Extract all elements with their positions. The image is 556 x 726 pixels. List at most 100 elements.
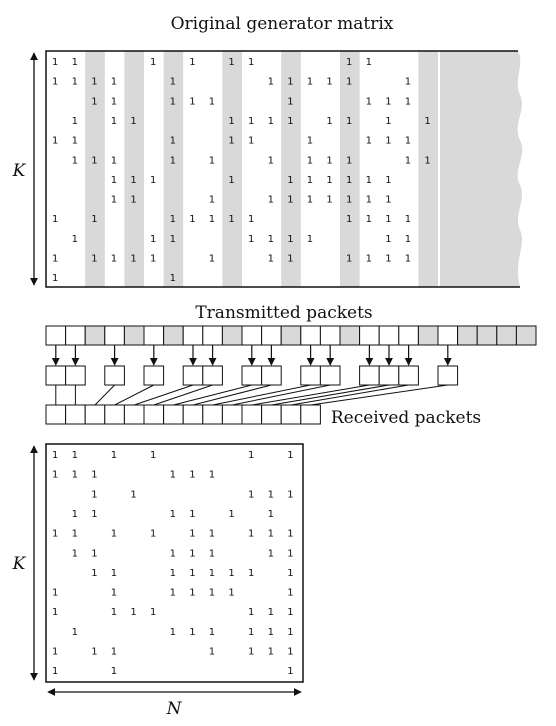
matrix-entry-one: 1 [346, 57, 352, 68]
matrix-entry-one: 1 [150, 529, 156, 540]
matrix-entry-one: 1 [287, 234, 293, 245]
erased-packet [476, 325, 498, 346]
erased-column [281, 51, 301, 287]
matrix-entry-one: 1 [268, 195, 274, 206]
received-packet-box [359, 365, 380, 386]
matrix-entry-one: 1 [385, 175, 391, 186]
received-packet [202, 404, 223, 425]
received-packet [143, 404, 165, 425]
matrix-entry-one: 1 [170, 627, 176, 638]
matrix-entry-one: 1 [366, 195, 372, 206]
matrix-entry-one: 1 [287, 116, 293, 127]
matrix-entry-one: 1 [366, 57, 372, 68]
received-packet-box [65, 365, 86, 386]
matrix-entry-one: 1 [287, 666, 293, 677]
matrix-entry-one: 1 [150, 607, 156, 618]
matrix-entry-one: 1 [91, 77, 97, 88]
matrix-entry-one: 1 [405, 155, 411, 166]
matrix-entry-one: 1 [130, 175, 136, 186]
transmitted-packet [182, 325, 204, 346]
matrix-entry-one: 1 [170, 588, 176, 599]
received-packet [221, 404, 243, 425]
received-packet-box [398, 365, 419, 386]
matrix-entry-one: 1 [111, 195, 117, 206]
matrix-entry-one: 1 [287, 548, 293, 559]
matrix-entry-one: 1 [52, 607, 58, 618]
matrix-entry-one: 1 [287, 568, 293, 579]
matrix-entry-one: 1 [307, 195, 313, 206]
erased-packet [339, 325, 361, 346]
matrix-entry-one: 1 [189, 627, 195, 638]
matrix-entry-one: 1 [209, 529, 215, 540]
matrix-entry-one: 1 [424, 116, 430, 127]
matrix-entry-one: 1 [307, 175, 313, 186]
reception-arrows [51, 345, 452, 366]
matrix-entry-one: 1 [228, 509, 234, 520]
matrix-entry-one: 1 [111, 175, 117, 186]
matrix-entry-one: 1 [248, 489, 254, 500]
matrix-entry-one: 1 [91, 214, 97, 225]
matrix-entry-one: 1 [150, 175, 156, 186]
matrix-entry-one: 1 [228, 568, 234, 579]
matrix-entry-one: 1 [52, 77, 58, 88]
matrix-entry-one: 1 [248, 136, 254, 147]
matrix-entry-one: 1 [228, 214, 234, 225]
received-packet [241, 404, 263, 425]
matrix-entry-one: 1 [405, 254, 411, 265]
matrix-entry-one: 1 [385, 214, 391, 225]
matrix-entry-one: 1 [228, 136, 234, 147]
matrix-entry-one: 1 [150, 450, 156, 461]
matrix-entry-one: 1 [366, 214, 372, 225]
transmitted-packet [143, 325, 165, 346]
erased-column [124, 51, 144, 287]
matrix-entry-one: 1 [268, 647, 274, 658]
matrix-entry-one: 1 [405, 77, 411, 88]
matrix-entry-one: 1 [170, 470, 176, 481]
matrix-entry-one: 1 [72, 627, 78, 638]
erased-packet [496, 325, 517, 346]
erased-packet [417, 325, 439, 346]
matrix-entry-one: 1 [91, 548, 97, 559]
matrix-entry-one: 1 [346, 155, 352, 166]
matrix-entry-one: 1 [209, 254, 215, 265]
matrix-entry-one: 1 [189, 57, 195, 68]
matrix-entry-one: 1 [170, 568, 176, 579]
matrix-entry-one: 1 [111, 607, 117, 618]
matrix-entry-one: 1 [268, 627, 274, 638]
matrix-entry-one: 1 [228, 588, 234, 599]
matrix-entry-one: 1 [385, 195, 391, 206]
matrix-entry-one: 1 [268, 254, 274, 265]
matrix-entry-one: 1 [91, 489, 97, 500]
matrix-entry-one: 1 [91, 509, 97, 520]
received-packet-box [300, 365, 321, 386]
matrix-entry-one: 1 [307, 234, 313, 245]
matrix-entry-one: 1 [72, 234, 78, 245]
received-packets-row [45, 404, 321, 425]
matrix-entry-one: 1 [248, 57, 254, 68]
matrix-entry-one: 1 [111, 568, 117, 579]
matrix-entry-one: 1 [248, 116, 254, 127]
matrix-entry-one: 1 [91, 96, 97, 107]
received-matrix-entries: 1 1 1 1 1 1 1 1 1 1 1 1 1 1 1 1 1 1 1 1 1 1 1 1 1 1 1 1 1 1 1 1 1 1 1 1 1 1 1 1… [52, 450, 294, 677]
transmitted-packets [45, 325, 537, 346]
matrix-entry-one: 1 [150, 57, 156, 68]
reorder-line [310, 384, 448, 406]
matrix-entry-one: 1 [170, 234, 176, 245]
matrix-entry-one: 1 [326, 155, 332, 166]
received-packet-box [143, 365, 165, 386]
reorder-line [212, 384, 311, 406]
reorder-line [251, 384, 370, 406]
matrix-entry-one: 1 [385, 254, 391, 265]
matrix-entry-one: 1 [287, 175, 293, 186]
matrix-entry-one: 1 [287, 195, 293, 206]
matrix-entry-one: 1 [228, 57, 234, 68]
matrix-entry-one: 1 [366, 96, 372, 107]
matrix-entry-one: 1 [189, 214, 195, 225]
matrix-entry-one: 1 [91, 155, 97, 166]
matrix-entry-one: 1 [346, 214, 352, 225]
matrix-entry-one: 1 [52, 136, 58, 147]
received-packet [45, 404, 67, 425]
matrix-entry-one: 1 [130, 254, 136, 265]
erased-column [163, 51, 184, 287]
